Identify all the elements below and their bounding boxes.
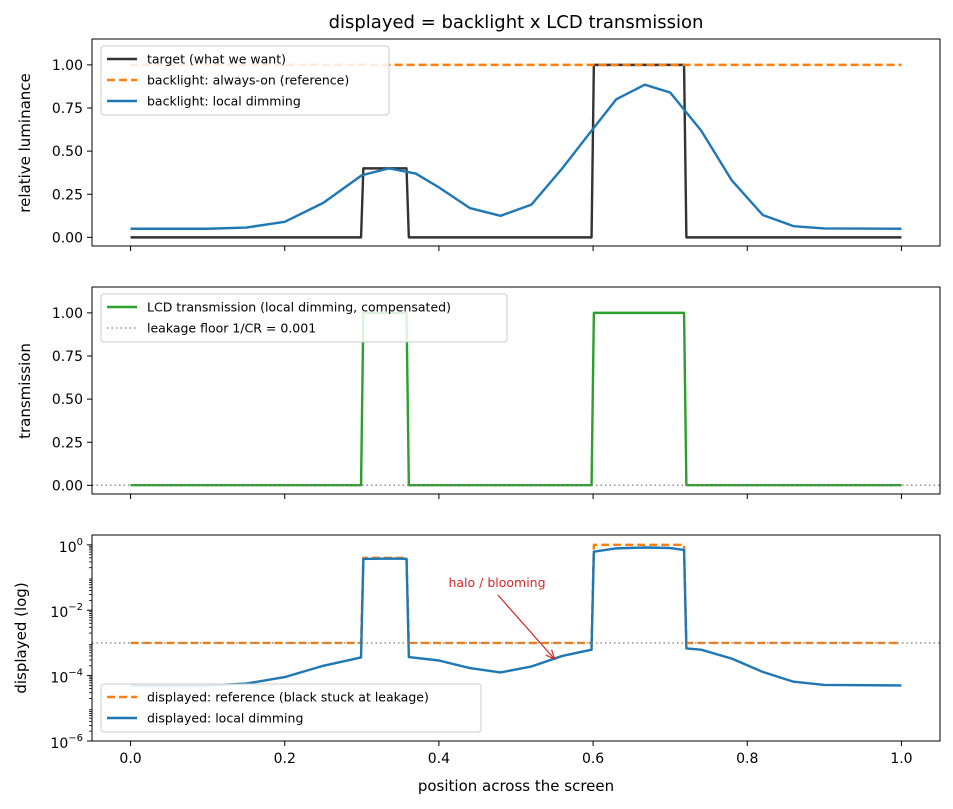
chart-title: displayed = backlight x LCD transmission <box>329 12 704 33</box>
axes-frame <box>91 286 941 495</box>
legend-label: LCD transmission (local dimming, compens… <box>147 300 451 315</box>
annotation-arrow-line <box>497 594 555 660</box>
y-tick-label: 10−2 <box>50 602 83 621</box>
series-group <box>92 311 940 487</box>
legend-box <box>100 45 390 116</box>
legend-box <box>100 683 482 733</box>
axes-frame <box>91 38 941 247</box>
y-tick-label-base: 10 <box>50 736 68 752</box>
y-tick-label-exp: −6 <box>68 733 83 744</box>
series-line-1 <box>130 546 902 687</box>
x-tick-label: 1.0 <box>890 751 912 767</box>
y-tick-label: 1.00 <box>52 306 83 322</box>
y-tick-label: 1.00 <box>52 58 83 74</box>
legend-label: target (what we want) <box>147 52 286 67</box>
x-tick-label: 0.4 <box>428 751 450 767</box>
y-tick-label: 100 <box>59 537 83 556</box>
panel-backlight: 0.00 0.25 0.50 0.75 1.00 target (what we want… <box>52 38 941 251</box>
y-tick-label: 10−6 <box>50 733 83 752</box>
panel3-ylabel: displayed (log) <box>12 582 30 693</box>
halo-annotation-text: halo / blooming <box>448 575 545 590</box>
series-line-2 <box>130 83 902 230</box>
legend-label: backlight: local dimming <box>147 94 301 109</box>
y-tick-label: 0.00 <box>52 230 83 246</box>
y-tick-label: 0.25 <box>52 435 83 451</box>
x-tick-label: 0.8 <box>736 751 758 767</box>
y-tick-label: 0.25 <box>52 187 83 203</box>
series-line-0 <box>130 63 902 239</box>
legend-label: displayed: reference (black stuck at lea… <box>147 690 429 705</box>
x-axis-label: position across the screen <box>418 777 614 795</box>
legend-label: leakage floor 1/CR = 0.001 <box>147 321 316 336</box>
y-tick-label: 0.75 <box>52 349 83 365</box>
y-tick-label: 10−4 <box>50 668 83 687</box>
panel-transmission: 0.00 0.25 0.50 0.75 1.00 LCD transmission (lo… <box>52 286 941 499</box>
annotation-arrow-head <box>545 649 556 661</box>
legend-label: displayed: local dimming <box>147 711 303 726</box>
x-tick-label: 0.2 <box>274 751 296 767</box>
legend-box <box>100 293 508 343</box>
y-tick-label: 0.00 <box>52 478 83 494</box>
y-tick-label: 0.75 <box>52 101 83 117</box>
y-tick-label: 0.50 <box>52 144 83 160</box>
x-tick-label: 0.6 <box>582 751 604 767</box>
legend-label: backlight: always-on (reference) <box>147 73 349 88</box>
y-tick-label-base: 10 <box>50 605 68 621</box>
y-tick-label-exp: −2 <box>68 602 83 613</box>
x-tick-label: 0.0 <box>119 751 141 767</box>
series-group <box>92 543 940 687</box>
y-tick-label-base: 10 <box>50 671 68 687</box>
y-tick-label: 0.50 <box>52 392 83 408</box>
axes-frame <box>91 534 941 742</box>
y-tick-label-exp: 0 <box>77 537 83 548</box>
y-tick-label-base: 10 <box>59 540 77 556</box>
series-line-0 <box>130 311 902 487</box>
panel1-ylabel: relative luminance <box>16 73 34 212</box>
series-group <box>130 63 902 239</box>
y-tick-label-exp: −4 <box>68 668 83 679</box>
panel2-ylabel: transmission <box>16 343 34 439</box>
panel-displayed-log: 0.0 0.2 0.4 0.6 0.8 1.010−610−410−2100display… <box>50 534 941 767</box>
series-line-0 <box>130 543 902 645</box>
